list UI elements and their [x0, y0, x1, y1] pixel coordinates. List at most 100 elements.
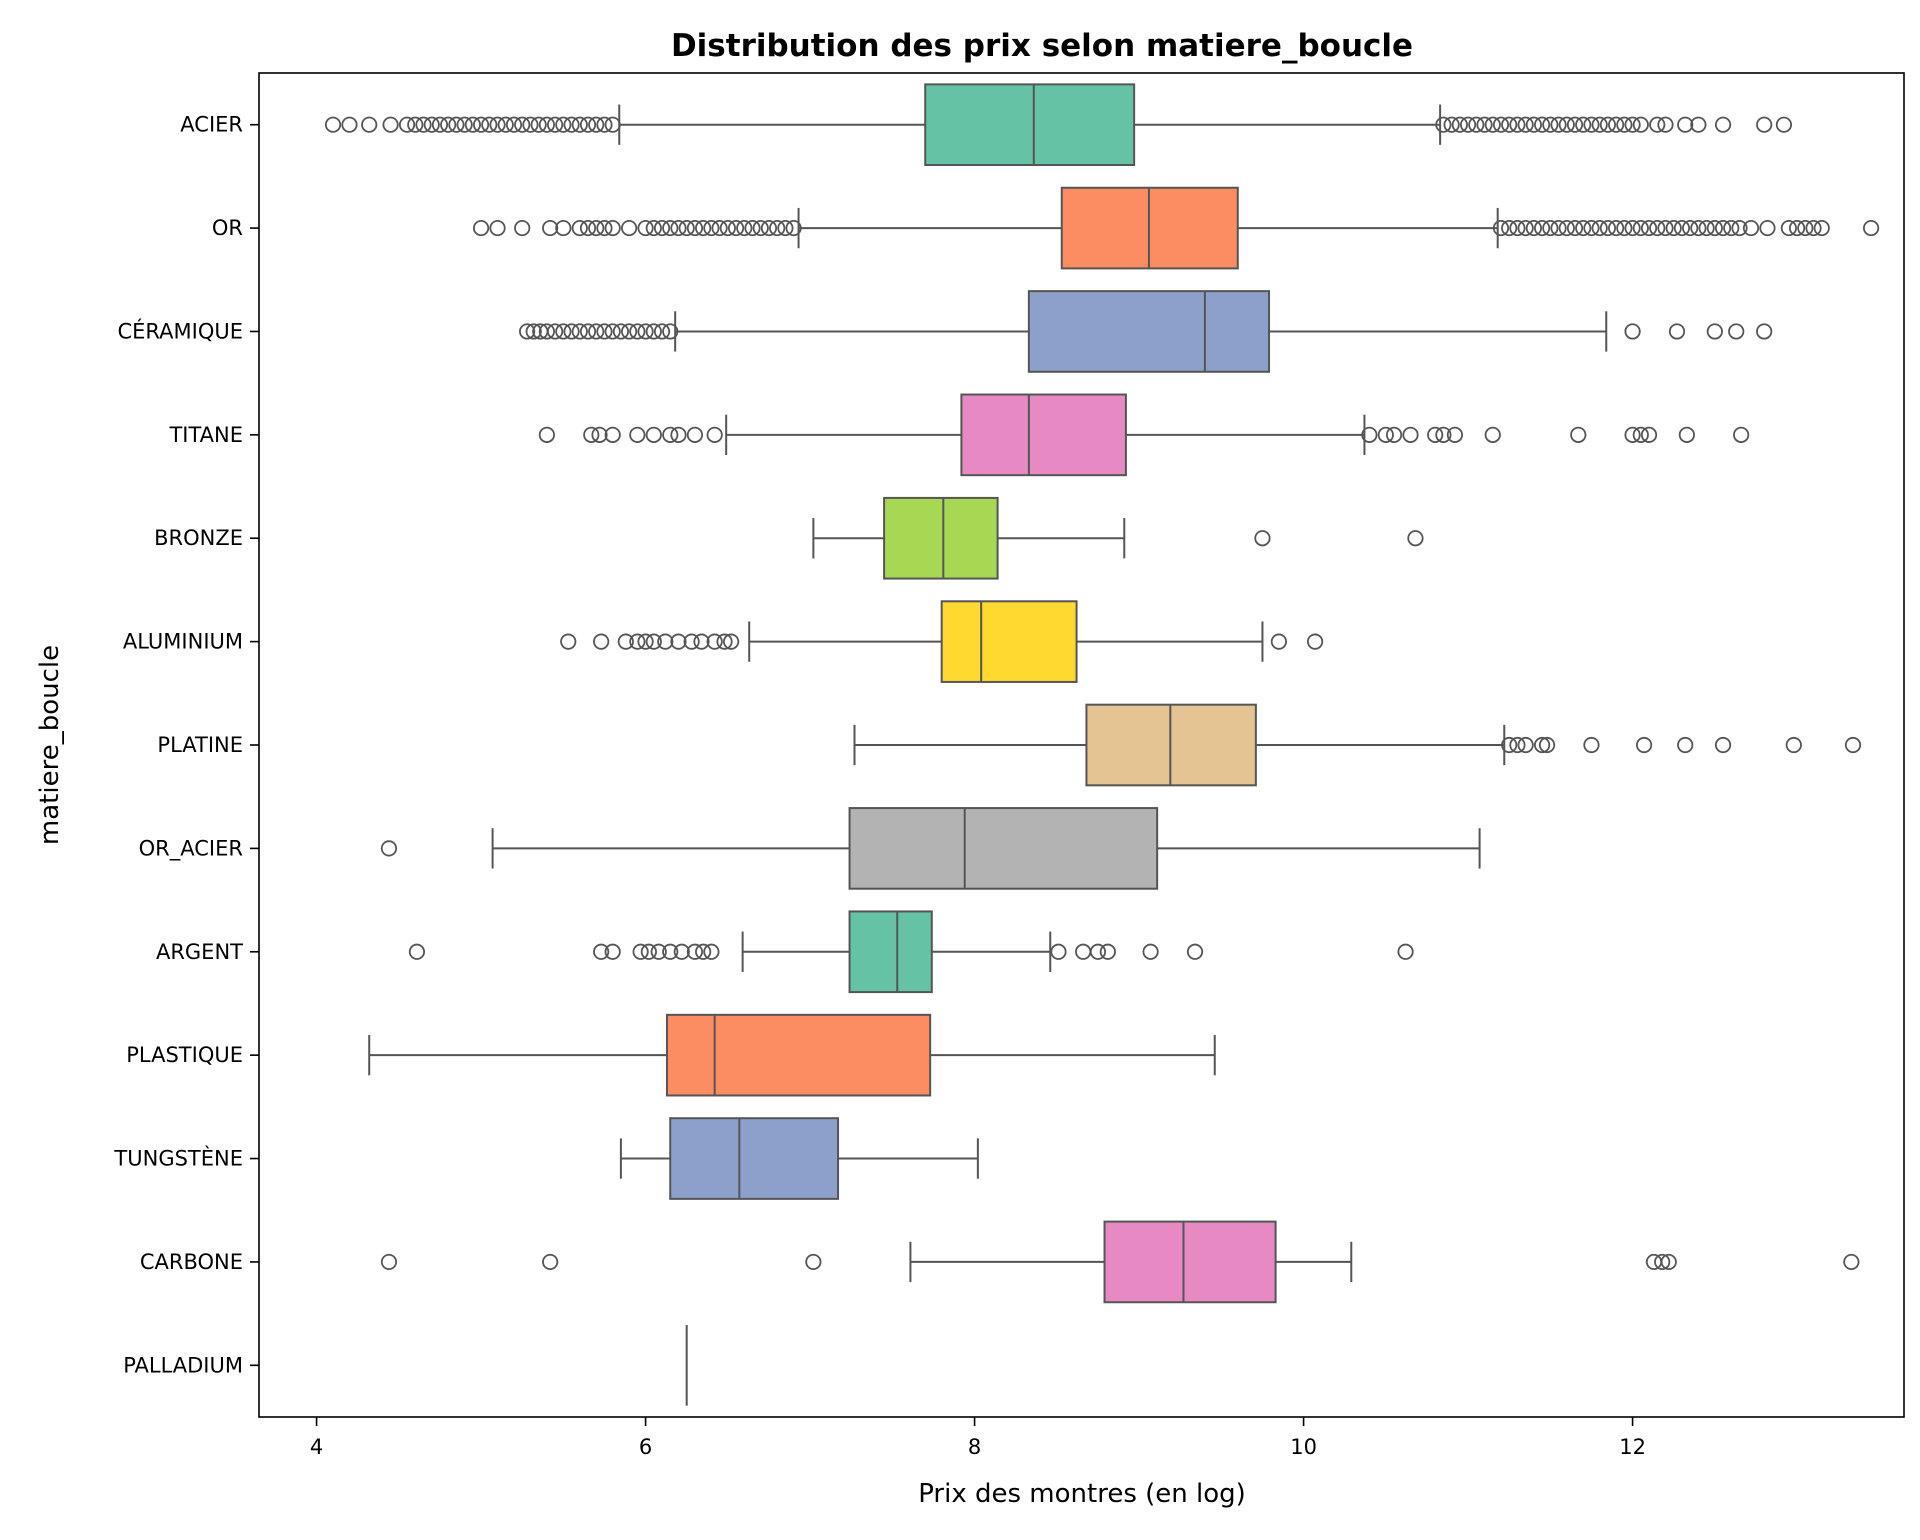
y-tick-label: ALUMINIUM — [123, 630, 243, 654]
box-group-tungstène — [619, 1117, 979, 1200]
outlier-point — [719, 219, 736, 237]
outlier-point — [1640, 219, 1658, 237]
outlier-point — [736, 219, 753, 237]
outlier-point — [662, 219, 679, 237]
outlier-point — [695, 219, 712, 237]
outlier-point — [1142, 943, 1159, 960]
outlier-point — [695, 943, 712, 960]
box-group-or — [472, 186, 1880, 270]
outlier-point — [514, 116, 531, 133]
outlier-point — [1665, 219, 1682, 237]
outlier-point — [1476, 116, 1493, 133]
outlier-point — [1099, 943, 1116, 960]
outlier-point — [1435, 116, 1452, 133]
x-axis-ticks: 4 6 8 10 12 — [310, 1417, 1646, 1459]
outlier-point — [542, 1253, 559, 1271]
outlier-point — [1186, 943, 1204, 960]
outlier-point — [1690, 116, 1707, 133]
outlier-point — [785, 219, 802, 237]
outlier-point — [593, 943, 610, 960]
outlier-point — [637, 633, 654, 650]
outlier-point — [1385, 426, 1403, 443]
outlier-point — [1509, 116, 1526, 133]
iqr-box — [848, 807, 1159, 890]
outlier-point — [653, 219, 671, 237]
outlier-point — [1534, 736, 1551, 754]
outlier-point — [555, 219, 572, 237]
outlier-point — [1517, 219, 1534, 237]
outlier-point — [706, 633, 723, 650]
outlier-point — [1377, 426, 1394, 443]
y-axis-ticks: ACIER OR CÉRAMIQUE TITANE BRONZE ALUMINIUM PLA… — [113, 113, 259, 1377]
outlier-point — [640, 943, 657, 960]
iqr-box — [960, 393, 1127, 477]
outlier-point — [1492, 116, 1510, 133]
outlier-point — [596, 219, 613, 237]
outlier-point — [571, 116, 588, 133]
outlier-point — [629, 633, 646, 650]
outlier-point — [1788, 219, 1806, 237]
outlier-point — [1517, 116, 1534, 133]
outlier-point — [604, 219, 621, 237]
outlier-point — [464, 116, 481, 133]
outlier-point — [1459, 116, 1477, 133]
outlier-point — [555, 116, 572, 133]
outlier-point — [670, 426, 687, 443]
outlier-point — [769, 219, 786, 237]
outlier-point — [1550, 116, 1567, 133]
outlier-point — [1714, 116, 1732, 133]
outlier-point — [1654, 1253, 1671, 1271]
outlier-point — [1534, 116, 1551, 133]
outlier-point — [1566, 116, 1584, 133]
outlier-point — [1677, 736, 1694, 754]
outlier-point — [645, 323, 662, 340]
x-tick-label: 8 — [968, 1435, 981, 1459]
outlier-point — [673, 943, 690, 960]
outlier-point — [538, 426, 555, 443]
outlier-point — [579, 116, 597, 133]
outlier-point — [1797, 219, 1814, 237]
iqr-box — [924, 83, 1136, 167]
outlier-point — [1575, 219, 1592, 237]
outlier-point — [1435, 426, 1452, 443]
outlier-point — [519, 323, 536, 340]
outlier-point — [1525, 116, 1542, 133]
outlier-point — [1407, 530, 1424, 547]
box-group-argent — [408, 910, 1414, 994]
outlier-point — [1591, 116, 1608, 133]
outlier-point — [361, 116, 378, 133]
outlier-point — [398, 116, 416, 133]
outlier-point — [706, 426, 723, 443]
y-tick-label: TITANE — [168, 423, 243, 447]
outlier-point — [579, 323, 597, 340]
outlier-point — [1616, 116, 1633, 133]
outlier-point — [456, 116, 473, 133]
outlier-point — [777, 219, 794, 237]
outlier-point — [662, 943, 679, 960]
outlier-point — [1599, 116, 1617, 133]
outlier-point — [1698, 219, 1715, 237]
outlier-point — [686, 943, 704, 960]
outlier-point — [407, 116, 424, 133]
y-tick-label: ARGENT — [156, 940, 243, 964]
box-group-titane — [538, 393, 1750, 477]
outlier-point — [1484, 116, 1501, 133]
box-group-céramique — [519, 290, 1773, 373]
outlier-point — [497, 116, 514, 133]
outlier-point — [1632, 116, 1649, 133]
outlier-point — [472, 219, 490, 237]
outlier-point — [423, 116, 440, 133]
outlier-point — [596, 116, 613, 133]
outlier-point — [1728, 323, 1745, 340]
chart-title: Distribution des prix selon matiere_bouc… — [671, 28, 1413, 64]
outlier-point — [670, 633, 687, 650]
iqr-box — [669, 1117, 840, 1200]
outlier-point — [1785, 736, 1802, 754]
iqr-box — [1103, 1220, 1277, 1304]
outlier-point — [588, 219, 605, 237]
outlier-point — [1635, 736, 1653, 754]
outlier-point — [546, 116, 564, 133]
outlier-point — [1733, 426, 1750, 443]
outlier-point — [1780, 219, 1797, 237]
